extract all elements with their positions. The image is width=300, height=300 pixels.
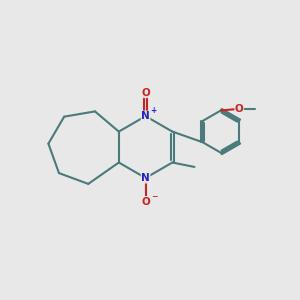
Text: −: − — [151, 192, 158, 201]
Text: N: N — [141, 173, 150, 183]
Text: N: N — [141, 111, 150, 121]
Text: O: O — [141, 88, 150, 98]
Text: O: O — [141, 196, 150, 206]
Text: O: O — [235, 104, 244, 114]
Text: +: + — [151, 106, 157, 115]
